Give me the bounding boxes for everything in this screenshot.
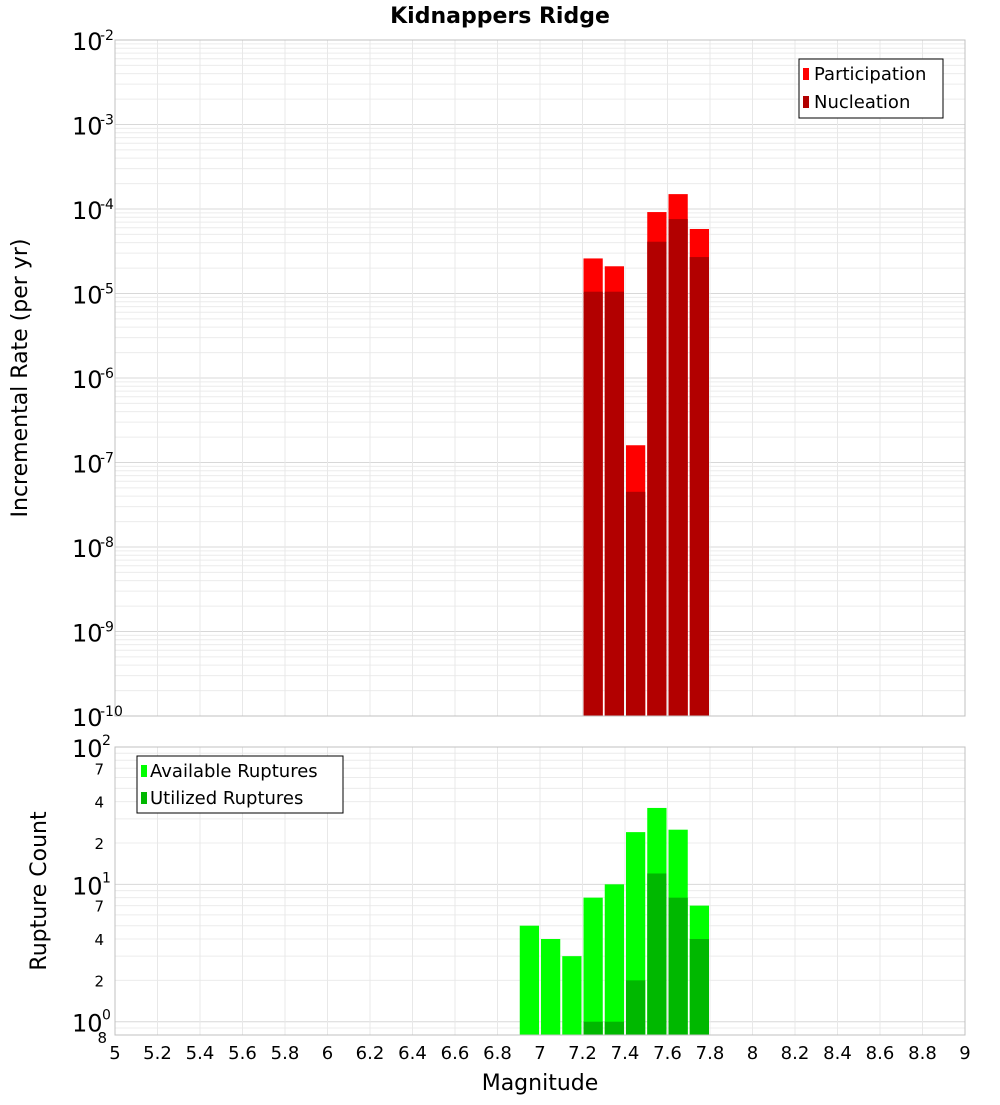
y-tick-base: 10 (72, 451, 103, 479)
chart-title: Kidnappers Ridge (390, 4, 610, 29)
x-tick-label: 7.4 (611, 1043, 640, 1064)
x-axis-label: Magnitude (482, 1071, 599, 1096)
y-tick-base: 10 (72, 872, 103, 900)
x-tick-label: 8.6 (866, 1043, 895, 1064)
legend-label-participation: Participation (814, 64, 926, 85)
x-tick-label: 8.8 (908, 1043, 937, 1064)
x-tick-label: 7.8 (696, 1043, 725, 1064)
y-tick-base: 10 (72, 735, 103, 763)
bottom-bar-b (647, 873, 667, 1035)
y-tick-minor: 2 (94, 972, 104, 990)
x-tick-label: 6 (322, 1043, 333, 1064)
bottom-bar-b (626, 980, 646, 1035)
y-tick-exponent: -6 (100, 366, 114, 382)
x-tick-label: 5 (109, 1043, 120, 1064)
top-y-axis-label: Incremental Rate (per yr) (8, 239, 33, 518)
y-tick-exponent: 0 (102, 1008, 111, 1024)
x-tick-label: 7.6 (653, 1043, 682, 1064)
x-tick-label: 8.4 (823, 1043, 852, 1064)
top-legend: Participation Nucleation (798, 58, 944, 119)
bottom-bars (519, 807, 709, 1035)
top-bar-b (668, 219, 688, 716)
top-bars (583, 194, 709, 716)
x-tick-label: 8.2 (781, 1043, 810, 1064)
y-tick-minor: 8 (97, 1029, 107, 1047)
y-tick-exponent: -4 (100, 197, 114, 213)
x-tick-label: 9 (959, 1043, 970, 1064)
legend-swatch-utilized-ruptures (141, 792, 147, 804)
bottom-bar-a (604, 884, 624, 1035)
legend-swatch-available-ruptures (141, 765, 147, 777)
top-grid (114, 40, 966, 717)
top-bar-b (689, 257, 709, 716)
bottom-legend-box (136, 755, 344, 814)
x-axis-ticks: 5 5.2 5.4 5.6 5.8 6 6.2 6.4 6.6 6.8 7 7.2 7.4 7.6 7.8 8… (109, 1043, 970, 1064)
top-bar-b (647, 241, 667, 716)
legend-swatch-nucleation (803, 96, 809, 108)
x-tick-label: 5.8 (271, 1043, 300, 1064)
y-tick-exponent: -3 (100, 113, 114, 129)
x-tick-label: 6.6 (441, 1043, 470, 1064)
legend-swatch-participation (803, 68, 809, 80)
x-tick-label: 5.4 (186, 1043, 215, 1064)
bottom-bar-b (604, 1021, 624, 1035)
y-tick-base: 10 (72, 113, 103, 141)
x-tick-label: 8 (747, 1043, 758, 1064)
bottom-bar-a (541, 939, 561, 1035)
y-tick-exponent: -8 (100, 535, 114, 551)
top-bar-b (604, 291, 624, 716)
bottom-plot-border (114, 746, 966, 1036)
bottom-bar-b (583, 1021, 603, 1035)
legend-label-utilized-ruptures: Utilized Ruptures (150, 788, 303, 809)
top-legend-box (798, 58, 944, 119)
y-tick-minor: 4 (94, 794, 104, 812)
bottom-legend: Available Ruptures Utilized Ruptures (136, 755, 344, 814)
bottom-bar-a (583, 897, 603, 1035)
y-tick-exponent: -5 (100, 282, 114, 298)
y-tick-minor: 2 (94, 835, 104, 853)
legend-label-nucleation: Nucleation (814, 92, 910, 113)
y-tick-minor: 4 (94, 931, 104, 949)
x-tick-label: 7 (534, 1043, 545, 1064)
y-tick-exponent: 2 (102, 733, 111, 749)
y-tick-base: 10 (72, 535, 103, 563)
bottom-bar-a (519, 925, 539, 1035)
x-tick-label: 5.2 (143, 1043, 172, 1064)
y-tick-base: 10 (72, 620, 103, 648)
x-tick-label: 6.2 (356, 1043, 385, 1064)
x-tick-label: 6.4 (398, 1043, 427, 1064)
y-tick-minor: 7 (94, 760, 104, 778)
y-tick-base: 10 (72, 28, 103, 56)
y-tick-base: 10 (72, 366, 103, 394)
top-plot-border (114, 39, 966, 717)
y-tick-exponent: -10 (100, 704, 123, 720)
y-tick-exponent: -2 (100, 28, 114, 44)
y-tick-base: 10 (72, 704, 103, 732)
y-tick-exponent: -7 (100, 451, 114, 467)
top-bar-b (626, 491, 646, 716)
bottom-y-axis-label: Rupture Count (27, 811, 52, 971)
y-tick-base: 10 (72, 282, 103, 310)
y-tick-base: 10 (72, 197, 103, 225)
bottom-bar-b (668, 897, 688, 1035)
bottom-bar-a (562, 956, 582, 1035)
legend-label-available-ruptures: Available Ruptures (150, 761, 318, 782)
y-tick-base: 10 (72, 1010, 103, 1038)
top-bar-b (583, 291, 603, 716)
bottom-bar-b (689, 939, 709, 1035)
x-tick-label: 7.2 (568, 1043, 597, 1064)
y-tick-exponent: 1 (102, 870, 111, 886)
y-tick-exponent: -9 (100, 620, 114, 636)
y-tick-minor: 7 (94, 898, 104, 916)
x-tick-label: 6.8 (483, 1043, 512, 1064)
x-tick-label: 5.6 (228, 1043, 257, 1064)
